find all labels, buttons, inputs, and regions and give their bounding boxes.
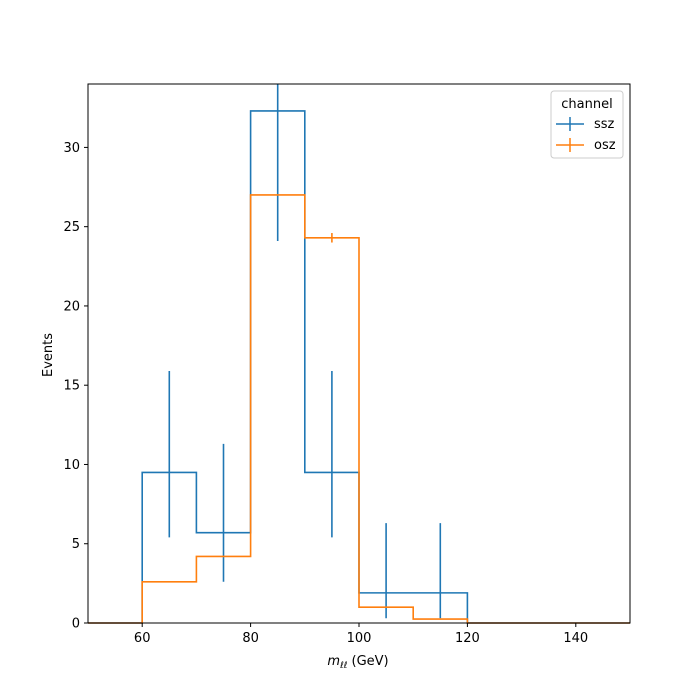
- y-tick-label: 20: [63, 299, 80, 314]
- x-axis-label: mℓℓ (GeV): [327, 654, 388, 671]
- legend-item-osz: osz: [556, 138, 616, 153]
- y-tick-label: 5: [72, 537, 80, 552]
- y-axis-label: Events: [41, 333, 56, 377]
- x-axis: 60 80 100 120 140: [134, 623, 588, 646]
- x-tick-label: 140: [563, 631, 588, 646]
- y-tick-label: 30: [63, 141, 80, 156]
- x-tick-label: 100: [347, 631, 372, 646]
- legend-box: [550, 90, 624, 159]
- y-tick-label: 0: [72, 617, 80, 632]
- x-tick-label: 60: [134, 631, 151, 646]
- legend-label-osz: osz: [594, 138, 616, 153]
- legend-label-ssz: ssz: [594, 117, 615, 132]
- y-tick-label: 10: [63, 458, 80, 473]
- x-tick-label: 80: [242, 631, 259, 646]
- legend-title: channel: [561, 97, 612, 112]
- legend: channel ssz osz: [550, 90, 624, 159]
- x-tick-label: 120: [455, 631, 480, 646]
- y-axis: 0 5 10 15 20 25 30: [63, 141, 88, 632]
- y-tick-label: 25: [63, 220, 80, 235]
- y-tick-label: 15: [63, 379, 80, 394]
- legend-item-ssz: ssz: [556, 117, 615, 132]
